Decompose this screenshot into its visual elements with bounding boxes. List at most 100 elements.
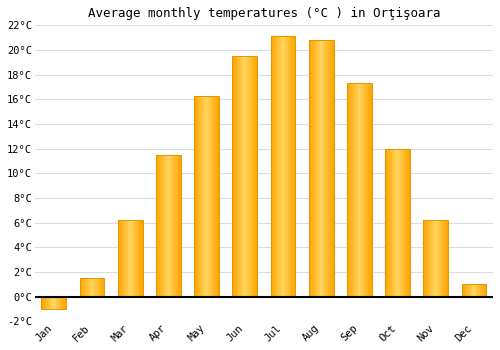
Bar xyxy=(128,220,130,297)
Bar xyxy=(176,155,178,297)
Bar xyxy=(484,284,486,297)
Bar xyxy=(122,220,123,297)
Bar xyxy=(310,40,311,297)
Bar xyxy=(82,278,83,297)
Bar xyxy=(46,297,47,309)
Bar xyxy=(170,155,171,297)
Bar xyxy=(405,149,406,297)
Bar xyxy=(252,56,253,297)
Bar xyxy=(355,83,356,297)
Bar xyxy=(138,220,140,297)
Bar xyxy=(134,220,135,297)
Bar xyxy=(248,56,249,297)
Bar xyxy=(280,36,281,297)
Bar xyxy=(194,96,195,297)
Bar xyxy=(428,220,429,297)
Bar xyxy=(236,56,238,297)
Bar xyxy=(59,297,60,309)
Bar xyxy=(205,96,206,297)
Bar xyxy=(202,96,203,297)
Bar xyxy=(443,220,444,297)
Bar xyxy=(118,220,120,297)
Bar xyxy=(100,278,101,297)
Bar xyxy=(127,220,128,297)
Bar xyxy=(158,155,160,297)
Bar xyxy=(470,284,472,297)
Bar xyxy=(48,297,49,309)
Bar xyxy=(42,297,66,309)
Bar xyxy=(400,149,401,297)
Bar xyxy=(44,297,46,309)
Bar xyxy=(240,56,242,297)
Bar xyxy=(352,83,353,297)
Bar xyxy=(482,284,483,297)
Bar xyxy=(446,220,448,297)
Bar xyxy=(157,155,158,297)
Bar xyxy=(444,220,445,297)
Bar xyxy=(425,220,426,297)
Bar xyxy=(120,220,121,297)
Bar xyxy=(362,83,364,297)
Bar xyxy=(290,36,292,297)
Bar xyxy=(195,96,196,297)
Bar xyxy=(57,297,58,309)
Bar xyxy=(274,36,276,297)
Bar xyxy=(353,83,354,297)
Bar xyxy=(162,155,164,297)
Bar xyxy=(333,40,334,297)
Bar xyxy=(332,40,333,297)
Bar xyxy=(245,56,246,297)
Bar xyxy=(276,36,277,297)
Bar xyxy=(124,220,125,297)
Bar xyxy=(130,220,131,297)
Bar xyxy=(396,149,398,297)
Bar xyxy=(121,220,122,297)
Bar xyxy=(324,40,326,297)
Bar xyxy=(47,297,48,309)
Bar xyxy=(294,36,296,297)
Bar xyxy=(178,155,179,297)
Bar xyxy=(88,278,90,297)
Bar xyxy=(169,155,170,297)
Bar xyxy=(244,56,245,297)
Bar xyxy=(278,36,279,297)
Bar xyxy=(311,40,312,297)
Bar xyxy=(439,220,440,297)
Bar xyxy=(279,36,280,297)
Bar xyxy=(318,40,320,297)
Bar xyxy=(356,83,357,297)
Bar xyxy=(216,96,218,297)
Bar xyxy=(327,40,328,297)
Bar xyxy=(215,96,216,297)
Bar xyxy=(424,220,425,297)
Bar xyxy=(141,220,142,297)
Bar xyxy=(354,83,355,297)
Bar xyxy=(83,278,84,297)
Bar xyxy=(388,149,390,297)
Bar xyxy=(348,83,350,297)
Bar xyxy=(250,56,252,297)
Bar xyxy=(328,40,330,297)
Bar xyxy=(270,36,272,297)
Bar xyxy=(293,36,294,297)
Bar xyxy=(168,155,169,297)
Bar xyxy=(351,83,352,297)
Bar xyxy=(283,36,284,297)
Bar xyxy=(232,56,257,297)
Bar xyxy=(394,149,395,297)
Bar xyxy=(434,220,435,297)
Bar xyxy=(171,155,172,297)
Bar xyxy=(232,56,233,297)
Bar xyxy=(166,155,168,297)
Bar xyxy=(103,278,104,297)
Bar xyxy=(196,96,198,297)
Bar xyxy=(469,284,470,297)
Bar xyxy=(270,36,295,297)
Bar xyxy=(174,155,175,297)
Bar xyxy=(140,220,141,297)
Bar xyxy=(123,220,124,297)
Bar xyxy=(204,96,205,297)
Bar xyxy=(98,278,100,297)
Bar xyxy=(392,149,394,297)
Bar xyxy=(402,149,404,297)
